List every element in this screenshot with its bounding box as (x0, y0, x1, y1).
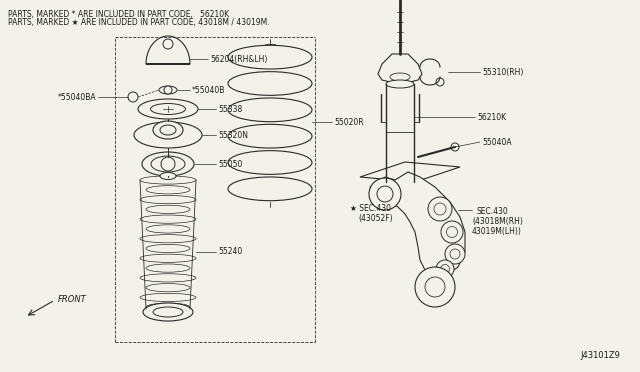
Text: 55240: 55240 (218, 247, 243, 257)
Text: J43101Z9: J43101Z9 (580, 351, 620, 360)
Ellipse shape (146, 205, 190, 214)
Ellipse shape (142, 152, 194, 176)
Circle shape (128, 92, 138, 102)
Text: PARTS, MARKED * ARE INCLUDED IN PART CODE,   56210K: PARTS, MARKED * ARE INCLUDED IN PART COD… (8, 10, 229, 19)
Text: ★ SEC.430: ★ SEC.430 (350, 204, 391, 213)
Text: 55310(RH): 55310(RH) (482, 67, 524, 77)
Ellipse shape (140, 254, 196, 262)
Circle shape (393, 182, 407, 196)
Text: FRONT: FRONT (58, 295, 87, 305)
Circle shape (386, 175, 414, 203)
Ellipse shape (386, 80, 414, 88)
Ellipse shape (140, 293, 196, 302)
Text: *55040BA: *55040BA (58, 93, 96, 102)
Ellipse shape (140, 215, 196, 223)
Circle shape (377, 186, 393, 202)
Text: 56204(RH&LH): 56204(RH&LH) (210, 55, 268, 64)
Text: 55020R: 55020R (334, 118, 364, 126)
Ellipse shape (390, 73, 410, 81)
Ellipse shape (146, 303, 190, 311)
Ellipse shape (140, 235, 196, 243)
Ellipse shape (159, 86, 177, 94)
Circle shape (164, 86, 172, 94)
Circle shape (434, 203, 446, 215)
Circle shape (436, 260, 454, 278)
Ellipse shape (151, 156, 185, 172)
Ellipse shape (140, 176, 196, 184)
Ellipse shape (160, 173, 176, 180)
Ellipse shape (150, 103, 186, 115)
Ellipse shape (146, 264, 190, 272)
Ellipse shape (140, 195, 196, 204)
Text: PARTS, MARKED ★ ARE INCLUDED IN PART CODE, 43018M / 43019M.: PARTS, MARKED ★ ARE INCLUDED IN PART COD… (8, 18, 269, 27)
Circle shape (447, 227, 458, 237)
Circle shape (415, 267, 455, 307)
Text: *55040B: *55040B (192, 86, 225, 94)
Circle shape (441, 221, 463, 243)
Text: (43052F): (43052F) (358, 214, 392, 223)
Ellipse shape (386, 178, 414, 186)
Circle shape (161, 157, 175, 171)
Text: 55320N: 55320N (218, 131, 248, 140)
Text: 56210K: 56210K (477, 112, 506, 122)
Ellipse shape (143, 303, 193, 321)
Circle shape (440, 264, 449, 273)
Text: SEC.430: SEC.430 (477, 207, 509, 216)
Circle shape (451, 143, 459, 151)
Polygon shape (360, 162, 460, 182)
Circle shape (428, 197, 452, 221)
Ellipse shape (153, 121, 183, 139)
Circle shape (369, 178, 401, 210)
Ellipse shape (146, 244, 190, 253)
Ellipse shape (160, 125, 176, 135)
Ellipse shape (134, 122, 202, 148)
Ellipse shape (138, 99, 198, 119)
Circle shape (425, 277, 445, 297)
Circle shape (163, 39, 173, 49)
Ellipse shape (140, 274, 196, 282)
Polygon shape (378, 54, 422, 82)
Circle shape (445, 244, 465, 264)
Text: (43018M(RH): (43018M(RH) (472, 217, 523, 226)
Ellipse shape (146, 283, 190, 292)
Text: 55338: 55338 (218, 105, 243, 113)
Polygon shape (146, 36, 190, 64)
Text: 55040A: 55040A (482, 138, 511, 147)
Ellipse shape (146, 225, 190, 233)
Circle shape (450, 249, 460, 259)
Text: 55050: 55050 (218, 160, 243, 169)
Circle shape (436, 78, 444, 86)
Ellipse shape (153, 307, 183, 317)
Polygon shape (370, 172, 465, 275)
Ellipse shape (146, 186, 190, 194)
Text: 43019M(LH)): 43019M(LH)) (472, 227, 522, 236)
